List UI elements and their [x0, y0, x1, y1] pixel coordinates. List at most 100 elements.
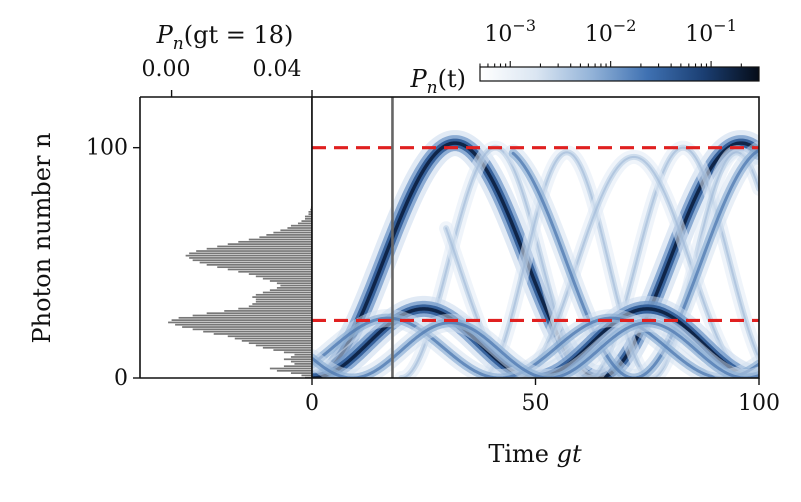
histogram-bar [238, 307, 312, 310]
histogram-bar [224, 310, 312, 312]
histogram-bar [294, 353, 312, 356]
histogram-title: Pn(gt = 18) [156, 21, 294, 54]
histogram-bar [290, 356, 312, 358]
histogram-bar [287, 227, 312, 229]
histogram-bar [192, 328, 312, 331]
histogram-bar [304, 217, 312, 220]
colorbar-tick-label: 10−3 [484, 16, 536, 47]
histogram-bar [269, 280, 312, 282]
colorbar: 10−3 10−2 10−1 Pn(t) [410, 16, 760, 98]
histogram-bar [269, 367, 312, 370]
histogram-bar [199, 261, 312, 264]
histogram-bar [276, 369, 312, 372]
histogram-bar [192, 314, 312, 317]
histogram-bar [276, 282, 312, 285]
y-tick-label: 100 [86, 136, 128, 161]
trajectory-low-replica [312, 309, 759, 378]
heatmap-panel: 0 50 100 Time gt [305, 96, 780, 468]
histogram-bar [262, 291, 312, 294]
histogram-top-ticks: 0.00 0.04 [142, 57, 313, 97]
histogram-bar [262, 346, 312, 349]
histogram-top-tick-label: 0.00 [142, 57, 191, 82]
histogram-bar [217, 245, 312, 248]
histogram-bar [189, 257, 312, 259]
histogram-bar [248, 305, 312, 308]
x-tick-label: 0 [305, 391, 319, 416]
colorbar-tick-label: 10−2 [585, 16, 637, 47]
histogram-bar [290, 360, 312, 363]
histogram-bar [206, 263, 312, 266]
histogram-bar [241, 339, 312, 342]
histogram-bar [294, 363, 312, 365]
histogram-bar [206, 312, 312, 315]
histogram-bar [266, 234, 312, 236]
histogram-bar [248, 273, 312, 275]
histogram-bar [168, 321, 312, 324]
histogram-bar [310, 208, 312, 211]
histogram-bar [273, 231, 312, 234]
histogram-bar [255, 298, 312, 301]
histogram-bar [171, 319, 312, 321]
colorbar-label: Pn(t) [410, 65, 466, 98]
histogram-bar [255, 300, 312, 303]
histogram-bar [203, 330, 312, 333]
colorbar-tick-label: 10−1 [685, 16, 737, 47]
histogram-bar [301, 374, 312, 377]
histogram-top-tick-label: 0.04 [253, 57, 302, 82]
y-axis-label: Photon number n [28, 132, 56, 343]
histogram-bar [308, 213, 312, 216]
histogram-bar [206, 247, 312, 250]
histogram-bar [213, 333, 312, 335]
histogram-bar [238, 270, 312, 273]
histogram-bar [182, 326, 312, 328]
histogram-bar [301, 220, 312, 222]
histogram-bar [276, 287, 312, 289]
histogram-bar [280, 284, 312, 287]
histogram-bar [283, 351, 312, 354]
heatmap-annotations [312, 97, 759, 378]
histogram-bar [185, 254, 312, 257]
histogram-bar [178, 316, 312, 319]
y-axis-ticks: 0 100 [86, 136, 140, 391]
trajectory-low-replica [312, 313, 759, 378]
histogram-bar [175, 323, 312, 326]
x-tick-label: 100 [738, 391, 780, 416]
histogram-bar [252, 296, 312, 298]
histogram-bar [255, 344, 312, 347]
histogram-bar [238, 240, 312, 243]
histogram-bar [290, 224, 312, 227]
histogram-bar [273, 349, 312, 351]
histogram-bar [227, 335, 312, 338]
histogram-panel: 0.00 0.04 0 100 Pn(gt = 18) Photon number … [28, 21, 313, 391]
histogram-bars [168, 204, 312, 379]
histogram-bar [280, 229, 312, 232]
x-axis-label: Time gt [488, 440, 582, 468]
histogram-bar [196, 250, 312, 252]
colorbar-ticks [479, 61, 742, 67]
colorbar-tick-labels: 10−3 10−2 10−1 [484, 16, 736, 47]
histogram-bar [234, 337, 312, 340]
trajectory-main [312, 130, 759, 378]
histogram-bar [308, 211, 312, 213]
histogram-bar [262, 277, 312, 280]
histogram-bar [217, 266, 312, 269]
histogram-bar [255, 275, 312, 278]
heatmap-image [312, 97, 759, 378]
histogram-bar [252, 303, 312, 305]
histogram-bar [297, 222, 312, 225]
colorbar-gradient [479, 66, 760, 82]
histogram-bar [248, 238, 312, 241]
histogram-bar [192, 259, 312, 262]
histogram-bar [304, 215, 312, 218]
histogram-bar [259, 236, 312, 239]
x-tick-label: 50 [522, 391, 550, 416]
histogram-bar [227, 268, 312, 271]
histogram-bar [189, 252, 312, 255]
histogram-bar [255, 293, 312, 296]
histogram-bar [283, 365, 312, 368]
histogram-bar [283, 358, 312, 361]
y-tick-label: 0 [114, 366, 128, 391]
histogram-bar [227, 243, 312, 245]
x-axis-ticks: 0 50 100 [305, 378, 780, 416]
histogram-bar [290, 372, 312, 374]
